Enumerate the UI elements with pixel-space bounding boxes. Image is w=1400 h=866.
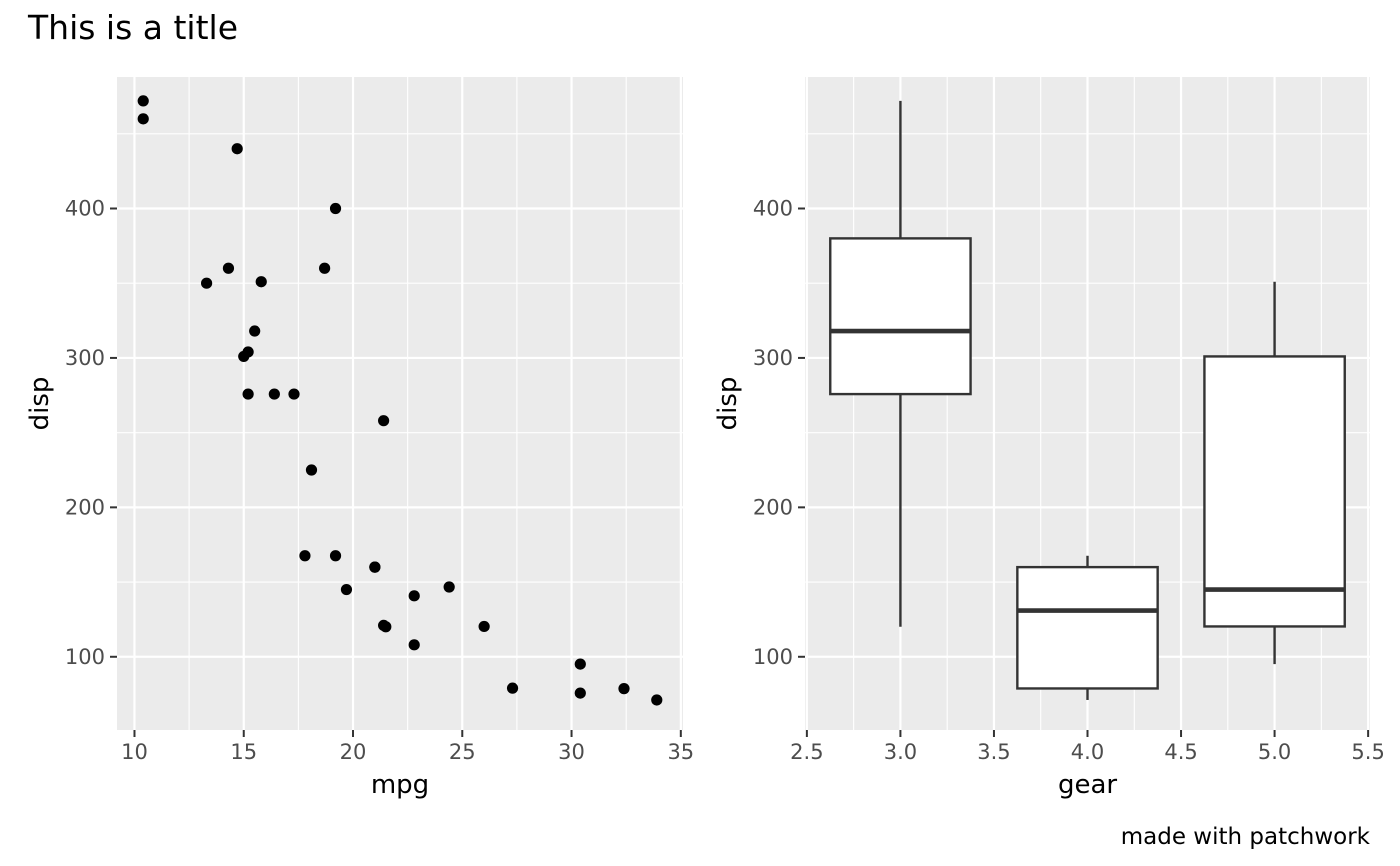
scatter-point [268, 388, 280, 400]
y-tick-label: 100 [753, 645, 793, 669]
scatter-point [574, 658, 586, 670]
scatter-point [249, 325, 261, 337]
x-tick-label: 2.5 [790, 740, 823, 764]
x-axis-title: mpg [371, 770, 429, 800]
x-tick-label: 25 [449, 740, 476, 764]
scatter-point [340, 583, 353, 596]
scatter-point [288, 388, 300, 400]
scatter-point [231, 143, 243, 155]
scatter-point [443, 581, 455, 593]
scatter-point [299, 550, 311, 562]
box-gear-3 [829, 100, 972, 627]
figure-title: This is a title [28, 8, 239, 47]
x-tick-label: 20 [340, 740, 367, 764]
panel-2-box: 2.5 3.0 3.5 4.0 4.5 5.0 5.5 100 200 300 400 gear dis… [713, 77, 1385, 800]
y-tick-label: 200 [753, 495, 793, 519]
y-tick-label: 300 [65, 346, 105, 370]
scatter-point [369, 561, 381, 573]
x-tick-label: 15 [230, 740, 257, 764]
scatter-point [478, 620, 490, 633]
scatter-point [408, 639, 420, 651]
scatter-point [255, 276, 267, 288]
scatter-point [319, 262, 331, 274]
scatter-point [222, 262, 235, 274]
scatter-point [329, 550, 342, 562]
plot-background [117, 77, 683, 730]
box-body [1016, 565, 1159, 690]
y-tick-label: 400 [65, 196, 105, 220]
y-tick-label: 100 [65, 645, 105, 669]
scatter-point [574, 687, 586, 699]
box-body [1203, 355, 1346, 628]
y-axis-title: disp [25, 377, 55, 431]
scatter-point [378, 415, 390, 427]
x-axis-title: gear [1058, 770, 1117, 800]
scatter-point [618, 683, 630, 695]
box-body [829, 237, 972, 396]
panel-1-scatter: 10 15 20 25 30 35 100 200 300 400 mpg disp [25, 77, 694, 800]
scatter-point [506, 682, 519, 694]
x-tick-label: 10 [121, 740, 148, 764]
x-tick-label: 30 [558, 740, 585, 764]
x-tick-label: 4.0 [1071, 740, 1104, 764]
box-gear-4 [1016, 555, 1159, 700]
scatter-point [305, 464, 318, 476]
scatter-point [238, 350, 250, 363]
scatter-point [651, 694, 663, 706]
scatter-point [242, 388, 254, 400]
y-tick-label: 400 [753, 196, 793, 220]
scatter-point [329, 202, 342, 215]
scatter-point [408, 590, 420, 602]
y-axis-title: disp [713, 377, 743, 431]
scatter-point [200, 277, 213, 289]
x-tick-label: 3.5 [977, 740, 1010, 764]
y-tick-label: 200 [65, 495, 105, 519]
x-tick-label: 5.0 [1258, 740, 1291, 764]
y-tick-label: 300 [753, 346, 793, 370]
scatter-point [137, 113, 149, 125]
x-tick-label: 5.5 [1351, 740, 1384, 764]
x-tick-label: 35 [667, 740, 694, 764]
box-gear-5 [1203, 281, 1346, 665]
scatter-point [378, 619, 390, 632]
figure-caption: made with patchwork [1120, 824, 1370, 850]
x-tick-label: 3.0 [884, 740, 917, 764]
x-tick-label: 4.5 [1164, 740, 1197, 764]
scatter-point [137, 95, 149, 107]
